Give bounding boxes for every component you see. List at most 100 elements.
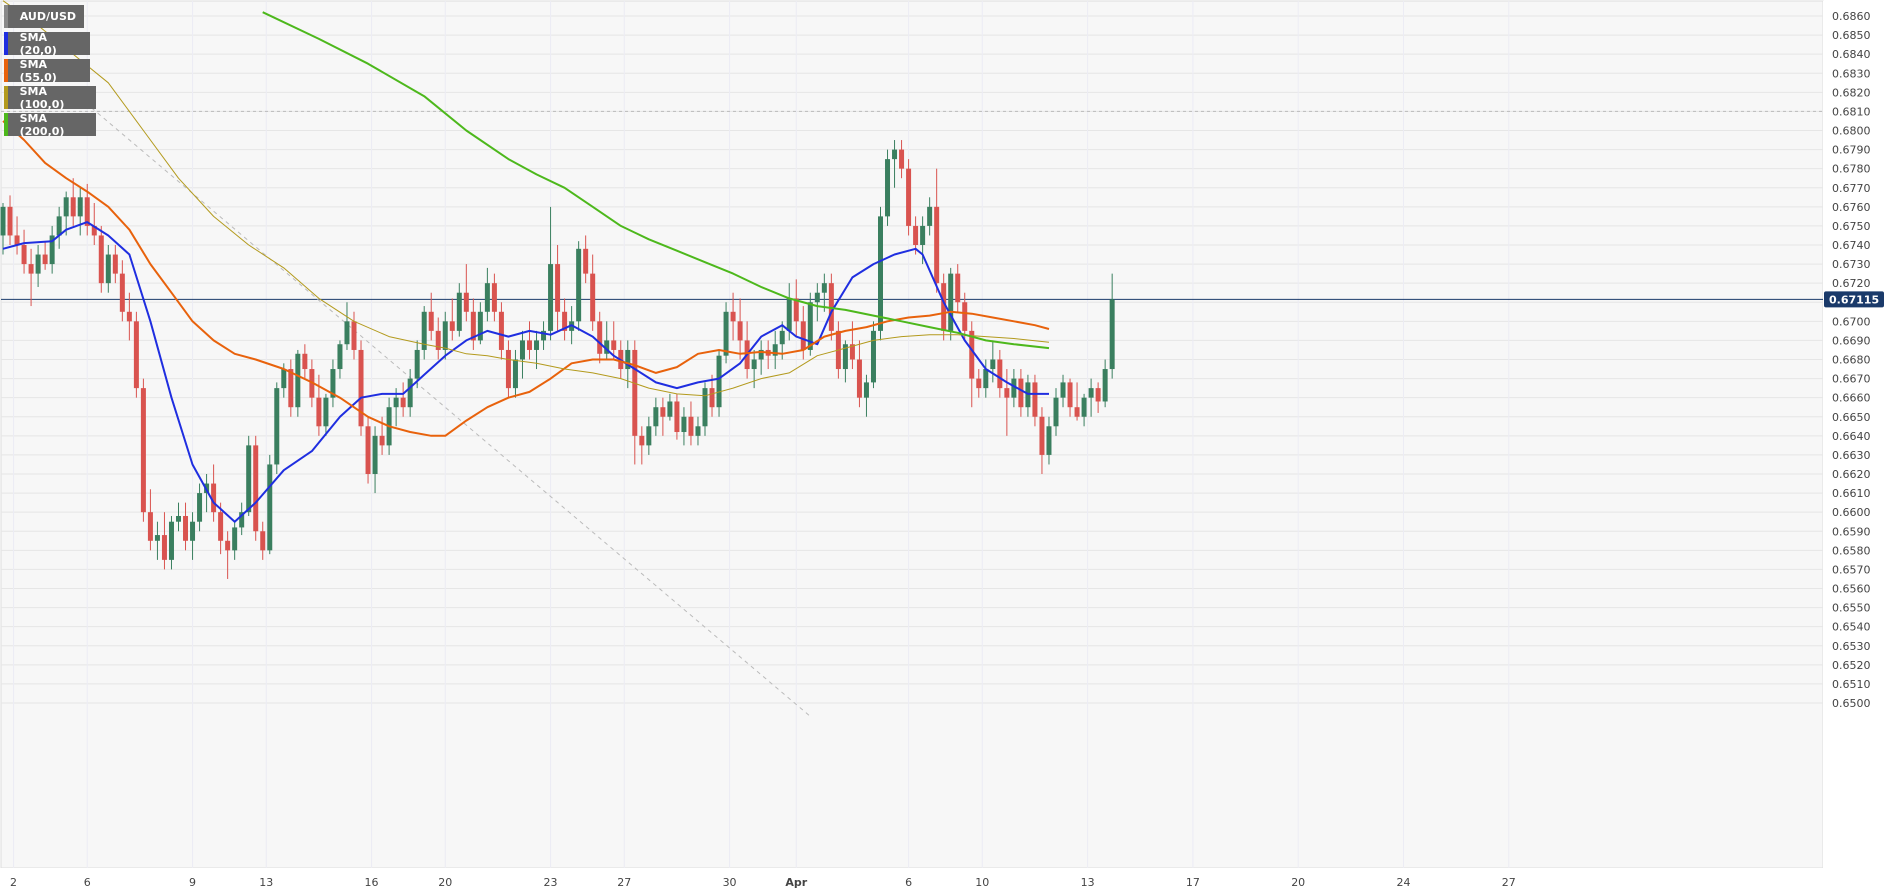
candle xyxy=(948,267,954,341)
candle xyxy=(527,321,532,360)
legend-item-sma-20[interactable]: SMA (20,0) xyxy=(4,31,90,57)
y-tick-label: 0.6680 xyxy=(1832,354,1871,367)
candle-body xyxy=(590,273,596,322)
candle-body xyxy=(379,435,385,446)
y-tick-label: 0.6670 xyxy=(1832,373,1871,386)
candle-body xyxy=(484,283,490,312)
candle xyxy=(197,483,203,532)
candle-body xyxy=(779,330,785,345)
candle-body xyxy=(498,311,504,350)
y-tick-label: 0.6700 xyxy=(1832,315,1871,328)
candle-body xyxy=(751,359,757,370)
legend-item-sma-200[interactable]: SMA (200,0) xyxy=(4,111,96,138)
y-axis: 0.6860 0.6850 0.6840 0.6830 0.6820 0.6810 0.68… xyxy=(1832,10,1871,710)
candle xyxy=(1053,388,1059,436)
candle-body xyxy=(955,273,961,303)
candle xyxy=(449,298,455,341)
candle-body xyxy=(892,149,898,160)
candle xyxy=(611,321,617,360)
candle-body xyxy=(920,225,926,245)
y-tick-label: 0.6660 xyxy=(1832,392,1871,405)
legend-item-sma-100[interactable]: SMA (100,0) xyxy=(4,85,96,111)
candle xyxy=(576,241,582,331)
candle-body xyxy=(1011,378,1017,398)
candle xyxy=(976,369,982,398)
legend-label: SMA (200,0) xyxy=(19,111,65,138)
candle-body xyxy=(42,254,48,265)
candle-body xyxy=(512,359,518,389)
candle-body xyxy=(709,388,715,408)
candle xyxy=(491,273,497,322)
sma-line-55 xyxy=(2,120,1050,437)
candle xyxy=(1067,378,1073,417)
current-price-label: 0.67115 xyxy=(1829,293,1879,306)
candle-body xyxy=(316,397,322,427)
candle xyxy=(365,416,371,484)
candle xyxy=(548,206,554,341)
candle-body xyxy=(281,369,287,389)
candle xyxy=(295,349,301,417)
candle-body xyxy=(597,321,603,354)
candle xyxy=(842,340,848,383)
candle-body xyxy=(168,521,174,560)
candle xyxy=(856,340,862,408)
legend-swatch xyxy=(4,32,8,55)
candle xyxy=(1095,382,1101,413)
candle xyxy=(590,254,596,331)
candle-body xyxy=(976,378,982,389)
candle-body xyxy=(1074,407,1080,417)
y-tick-label: 0.6860 xyxy=(1832,10,1871,23)
candle xyxy=(674,393,680,440)
candle xyxy=(140,378,146,522)
candle-body xyxy=(0,206,6,236)
candle xyxy=(597,311,603,364)
candle xyxy=(1074,382,1080,421)
y-tick-label: 0.6740 xyxy=(1832,239,1871,252)
candle xyxy=(190,512,196,560)
candle xyxy=(161,512,167,570)
legend-item-sma-55[interactable]: SMA (55,0) xyxy=(4,57,90,84)
y-tick-label: 0.6840 xyxy=(1832,48,1871,61)
candle-body xyxy=(814,292,820,303)
y-tick-label: 0.6560 xyxy=(1832,583,1871,596)
y-tick-label: 0.6540 xyxy=(1832,621,1871,634)
x-tick-label: Apr xyxy=(785,876,807,889)
candle xyxy=(49,225,55,274)
candle xyxy=(737,298,743,360)
candle xyxy=(821,273,827,312)
candle xyxy=(484,267,490,322)
y-tick-label: 0.6830 xyxy=(1832,67,1871,80)
candle xyxy=(962,292,968,341)
candle-body xyxy=(849,344,855,360)
candle xyxy=(168,515,174,570)
y-tick-label: 0.6570 xyxy=(1832,563,1871,576)
grid xyxy=(1,1,1823,868)
candle xyxy=(878,206,883,341)
candle xyxy=(351,311,357,360)
legend-label: SMA (55,0) xyxy=(19,57,57,84)
candle xyxy=(28,248,34,307)
candle-body xyxy=(913,225,919,245)
x-tick-label: 13 xyxy=(1081,876,1095,889)
candle-body xyxy=(674,401,680,433)
candle-body xyxy=(576,248,582,322)
candle-body xyxy=(856,359,862,398)
candle-body xyxy=(239,512,245,528)
sma-lines xyxy=(2,0,1050,523)
candle-body xyxy=(695,426,701,436)
candle-body xyxy=(463,292,469,312)
candle xyxy=(442,311,448,360)
candle-body xyxy=(906,168,912,226)
legend-item-symbol[interactable]: AUD/USD xyxy=(4,5,84,28)
candle xyxy=(218,502,224,555)
x-tick-label: 23 xyxy=(544,876,558,889)
candle xyxy=(1102,359,1108,408)
candle xyxy=(534,330,540,370)
candle xyxy=(147,489,153,551)
x-tick-label: 13 xyxy=(259,876,273,889)
candle-body xyxy=(91,225,97,236)
candle-body xyxy=(555,264,561,312)
candle-body xyxy=(147,512,153,541)
